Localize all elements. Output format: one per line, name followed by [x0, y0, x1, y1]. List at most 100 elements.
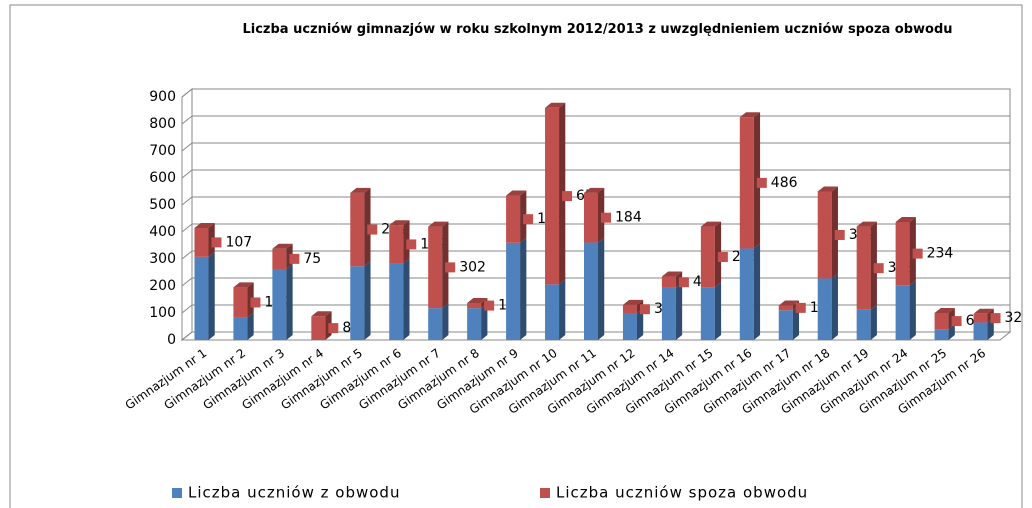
bar-side — [598, 237, 605, 340]
bar-segment — [233, 287, 248, 318]
legend-label: Liczba uczniów spoza obwodu — [556, 484, 808, 502]
bar-segment — [622, 304, 637, 314]
bar-segment — [389, 263, 404, 340]
bar-side — [286, 263, 293, 340]
bar-segment — [856, 226, 871, 310]
bar-side — [714, 282, 722, 340]
bar-segment — [506, 195, 521, 243]
bar-segment — [545, 284, 560, 340]
label-marker — [523, 214, 534, 225]
label-marker — [484, 300, 495, 311]
bar-segment — [739, 248, 754, 340]
bar-segment — [817, 278, 832, 340]
label-marker — [250, 297, 261, 308]
bar-top — [739, 112, 761, 118]
bar-segment — [895, 222, 910, 286]
bar-segment — [895, 285, 910, 340]
y-tick-label: 400 — [149, 224, 176, 240]
label-marker — [912, 248, 923, 259]
bar-segment — [739, 117, 754, 249]
bar-segment — [389, 225, 404, 264]
y-tick-label: 800 — [149, 116, 176, 132]
bar-side — [481, 303, 488, 340]
y-tick-label: 700 — [149, 143, 176, 159]
data-label: 32 — [1005, 310, 1023, 326]
bar-segment — [467, 308, 482, 340]
bar-top — [506, 190, 527, 196]
data-label: 486 — [771, 175, 798, 191]
label-marker — [445, 262, 456, 273]
data-label: 184 — [615, 210, 642, 226]
label-marker — [795, 302, 806, 313]
bar-segment — [584, 242, 598, 340]
bar-top — [778, 300, 800, 306]
bar-segment — [233, 317, 248, 340]
grid-line-side — [181, 142, 193, 152]
y-tick-label: 0 — [167, 332, 176, 348]
label-marker — [328, 323, 339, 334]
bar-top — [389, 220, 410, 226]
bar-segment — [973, 322, 988, 340]
bar-segment — [973, 313, 988, 323]
label-marker — [289, 253, 300, 264]
bar-side — [792, 305, 800, 340]
bar-top — [584, 187, 605, 193]
data-label: 302 — [459, 259, 486, 275]
label-marker — [639, 304, 650, 315]
label-marker — [211, 237, 222, 248]
legend-label: Liczba uczniów z obwodu — [188, 484, 400, 502]
legend-swatch — [540, 488, 550, 498]
bar-segment — [350, 266, 365, 340]
label-marker — [873, 263, 884, 274]
data-label: 107 — [225, 234, 252, 250]
bar-side — [520, 237, 527, 340]
bar-top — [545, 102, 566, 108]
bar-side — [675, 282, 683, 340]
bar-segment — [428, 226, 443, 309]
grid-line-side — [181, 223, 193, 233]
bar-side — [831, 273, 838, 340]
bar-top — [272, 243, 293, 249]
bar-segment — [700, 226, 715, 288]
bar-segment — [467, 303, 482, 309]
bar-segment — [622, 313, 637, 340]
bar-segment — [778, 310, 793, 340]
bar-top — [194, 222, 215, 228]
bar-top — [973, 308, 994, 314]
grid-line-side — [181, 277, 193, 287]
bar-side — [636, 308, 644, 340]
bar-segment — [661, 287, 676, 340]
bar-segment — [545, 107, 560, 285]
y-tick-label: 500 — [149, 197, 176, 213]
grid-line-side — [181, 250, 193, 260]
bar-top — [700, 221, 722, 227]
bar-top — [311, 311, 332, 317]
grid-line-side — [181, 331, 193, 341]
label-marker — [951, 316, 962, 327]
bar-top — [233, 282, 254, 288]
bar-top — [856, 221, 877, 227]
bar-segment — [934, 313, 949, 330]
bar-top — [428, 221, 449, 227]
grid-line-side — [181, 88, 193, 98]
bar-top — [661, 271, 683, 277]
bar-side — [364, 261, 371, 340]
bar-top — [817, 186, 838, 192]
bar-segment — [700, 287, 715, 340]
bar-segment — [428, 308, 443, 340]
bar-side — [909, 280, 916, 340]
bar-segment — [778, 305, 793, 311]
bar-side — [559, 279, 566, 340]
bar-segment — [661, 276, 676, 288]
y-tick-label: 600 — [149, 170, 176, 186]
bar-side — [753, 243, 761, 340]
bar-segment — [584, 192, 598, 243]
label-marker — [990, 313, 1001, 324]
bar-side — [948, 324, 955, 340]
bar-side — [247, 312, 254, 340]
data-label: 75 — [303, 251, 321, 267]
label-marker — [367, 224, 378, 235]
grid-line-side — [181, 304, 193, 314]
bar-top — [895, 217, 916, 223]
